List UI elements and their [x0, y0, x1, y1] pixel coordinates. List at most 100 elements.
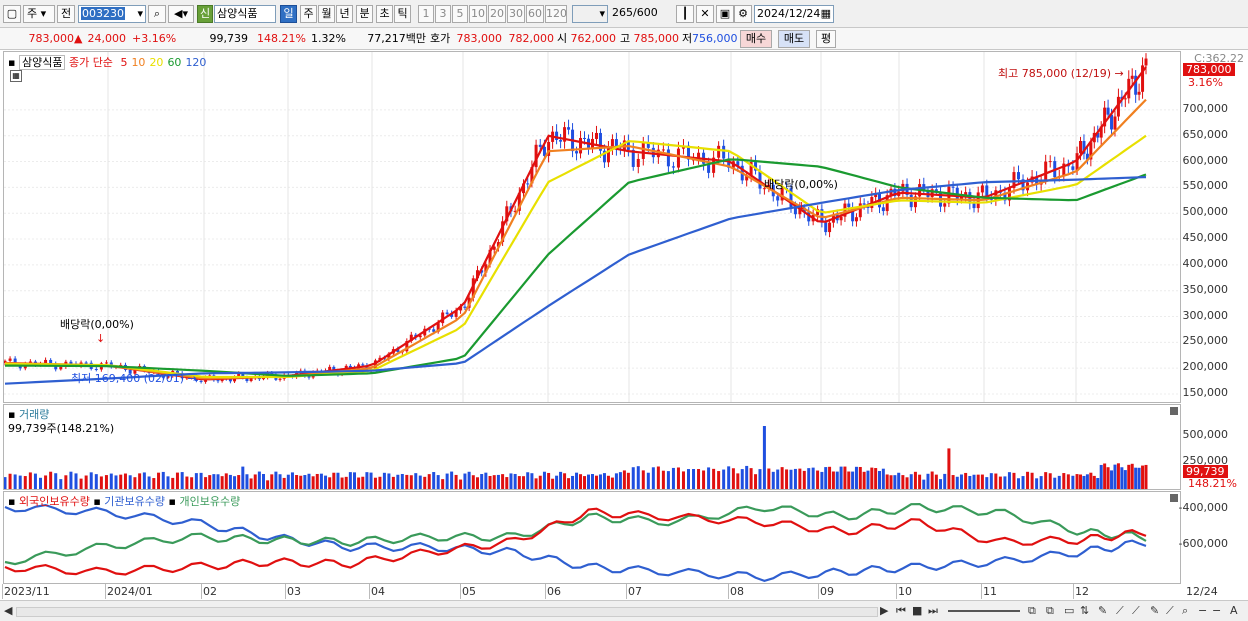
volume-bar — [776, 469, 780, 489]
period-button[interactable]: 년 — [336, 5, 353, 23]
price-chart-panel[interactable]: ▪ 삼양식품 종가 단순 5 10 20 60 120 ▦ 최고 785,000 (12… — [3, 51, 1181, 403]
period-button[interactable]: 월 — [318, 5, 335, 23]
period-button[interactable]: 초 — [376, 5, 393, 23]
volume-panel[interactable]: ▪ 거래량 99,739주(148.21%) — [3, 404, 1181, 490]
draw-icon[interactable]: ✎ — [1098, 604, 1108, 617]
tick-interval-button[interactable]: 1 — [418, 5, 434, 23]
period-button[interactable]: 주 — [300, 5, 317, 23]
volume-bar — [727, 466, 731, 489]
draw-icon[interactable]: ⟋ — [1116, 604, 1124, 617]
scale-select[interactable]: ▾ — [572, 5, 608, 23]
candle-body — [166, 375, 170, 378]
rewind-icon[interactable]: ⏮ — [896, 604, 906, 617]
tick-interval-button[interactable]: 5 — [452, 5, 468, 23]
crosshair-icon[interactable]: ✕ — [696, 5, 714, 23]
zoom-out-icon[interactable]: − — [1198, 604, 1208, 617]
candle-body — [513, 210, 517, 212]
period-unit-select[interactable]: 주 ▾ — [23, 5, 55, 23]
candle-icon[interactable]: ┃ — [676, 5, 694, 23]
candle-body — [432, 329, 436, 332]
zoom-slider[interactable] — [948, 610, 1020, 612]
volume-bar — [336, 472, 340, 489]
panel-menu-icon[interactable]: ▪ — [8, 408, 16, 421]
volume-bar — [943, 473, 947, 489]
volume-bar — [762, 426, 766, 489]
x-gridline — [981, 584, 982, 599]
period-unit-label: 주 — [27, 7, 38, 20]
period-button[interactable]: 일 — [280, 5, 297, 23]
candle-body — [807, 212, 811, 222]
x-tick: 2024/01 — [107, 585, 153, 598]
volume-bar — [319, 473, 323, 489]
ma-legend-item: 5 — [120, 56, 128, 69]
volume-bar — [820, 471, 824, 489]
candle-body — [1071, 166, 1075, 170]
draw-icon[interactable]: ⟋ — [1166, 604, 1174, 617]
close-icon[interactable] — [1170, 407, 1178, 415]
candle-body — [567, 127, 571, 130]
zoom-in-icon[interactable]: − — [1212, 604, 1222, 617]
search-icon[interactable]: ⌕ — [148, 5, 166, 23]
ask-label: 호가 — [430, 32, 451, 45]
tool-icon[interactable]: ⧉ — [1028, 604, 1036, 617]
volume-bar — [889, 475, 893, 489]
font-icon[interactable]: A — [1230, 604, 1238, 617]
sell-button[interactable]: 매도 — [778, 30, 810, 48]
close-icon[interactable] — [1170, 494, 1178, 502]
prev-button[interactable]: 전 — [57, 5, 75, 23]
volume-bar — [939, 479, 943, 489]
volume-bar — [1035, 478, 1039, 489]
volume-bar — [547, 472, 551, 489]
candle-body — [930, 189, 934, 198]
volume-bar — [1017, 478, 1020, 489]
x-tick: 06 — [547, 585, 561, 598]
draw-icon[interactable]: ⟋ — [1132, 604, 1140, 617]
stock-name-field[interactable]: 삼양식품 — [214, 5, 276, 23]
tool-icon[interactable]: ⇅ — [1080, 604, 1090, 617]
stop-icon[interactable]: ■ — [912, 604, 923, 617]
tick-interval-button[interactable]: 20 — [488, 5, 506, 23]
period-button[interactable]: 분 — [356, 5, 373, 23]
candle-body — [736, 161, 740, 166]
volume-bar — [522, 476, 526, 489]
save-icon[interactable]: ▣ — [716, 5, 734, 23]
scroll-left-icon[interactable]: ◀ — [4, 604, 13, 617]
tick-interval-button[interactable]: 30 — [507, 5, 525, 23]
panel-menu-icon[interactable]: ▪ — [8, 56, 16, 69]
gear-icon[interactable]: ⚙ — [734, 5, 752, 23]
draw-icon[interactable]: ✎ — [1150, 604, 1160, 617]
period-button[interactable]: 틱 — [394, 5, 411, 23]
volume-bar — [789, 469, 793, 489]
candle-body — [707, 163, 711, 173]
average-button[interactable]: 평 — [816, 30, 836, 48]
tick-interval-button[interactable]: 60 — [526, 5, 544, 23]
panel-menu-icon[interactable]: ▪ — [168, 495, 176, 508]
date-field[interactable]: 2024/12/24 ▦ — [754, 5, 834, 23]
candle-body — [980, 185, 984, 193]
window-icon[interactable]: ▢ — [3, 5, 21, 23]
speaker-icon[interactable]: ◀▾ — [168, 5, 194, 23]
candle-body — [44, 359, 48, 364]
panel-menu-icon[interactable]: ▪ — [93, 495, 101, 508]
tick-interval-button[interactable]: 120 — [545, 5, 567, 23]
forward-icon[interactable]: ⏭ — [928, 604, 938, 617]
scrollbar[interactable] — [16, 607, 878, 617]
zoom-icon[interactable]: ⌕ — [1182, 604, 1189, 617]
holding-panel[interactable]: ▪ 외국인보유수량 ▪ 기관보유수량 ▪ 개인보유수량 — [3, 491, 1181, 584]
panel-menu-icon[interactable]: ▪ — [8, 495, 16, 508]
stock-code-input[interactable]: 003230 ▾ — [78, 5, 146, 23]
volume-bar — [676, 467, 680, 489]
tick-interval-button[interactable]: 10 — [469, 5, 487, 23]
volume-bar — [79, 478, 83, 489]
table-icon[interactable]: ▦ — [10, 70, 22, 82]
volume-bar — [870, 467, 874, 489]
new-badge[interactable]: 신 — [197, 5, 213, 23]
tool-icon[interactable]: ▭ — [1064, 604, 1075, 617]
buy-button[interactable]: 매수 — [740, 30, 772, 48]
candle-body — [59, 366, 63, 370]
count-field[interactable]: 265/600 — [610, 5, 670, 23]
tool-icon[interactable]: ⧉ — [1046, 604, 1054, 617]
tick-interval-button[interactable]: 3 — [435, 5, 451, 23]
scroll-right-icon[interactable]: ▶ — [880, 604, 889, 617]
volume-bar — [166, 476, 170, 489]
